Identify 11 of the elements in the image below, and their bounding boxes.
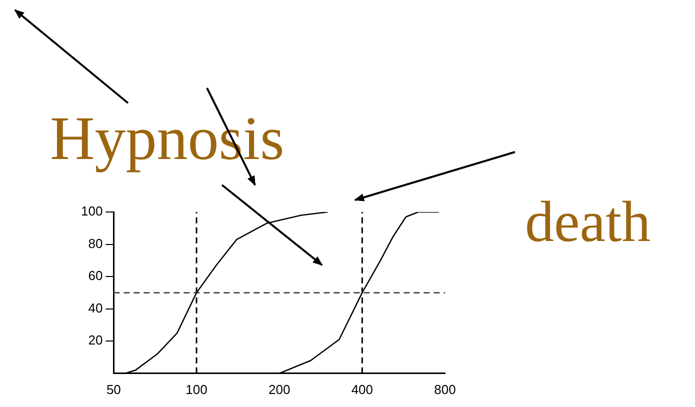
x-tick-label: 50 — [106, 382, 121, 397]
y-tick-label: 60 — [88, 268, 103, 284]
y-tick-label: 40 — [88, 300, 103, 316]
text: death — [525, 189, 651, 254]
x-tick-label: 400 — [351, 382, 374, 397]
y-tick-label: 20 — [88, 332, 103, 348]
y-tick-label: 100 — [80, 204, 103, 219]
y-tick-label: 80 — [88, 236, 103, 251]
x-tick-label: 100 — [186, 382, 208, 397]
x-tick-label: 800 — [434, 382, 456, 397]
x-tick-label: 200 — [268, 382, 290, 397]
